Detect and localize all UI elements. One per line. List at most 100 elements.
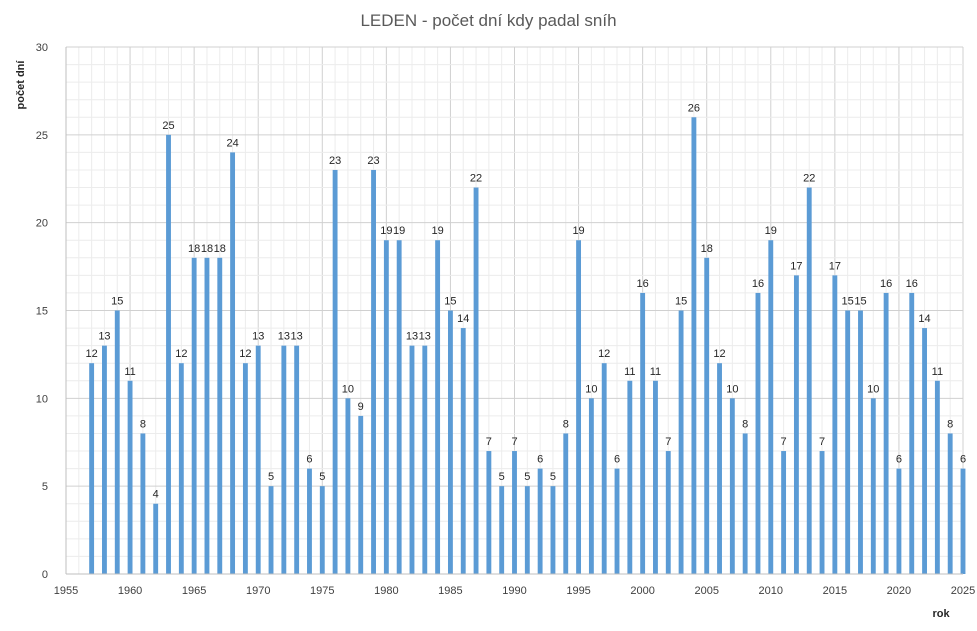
bar-2014	[819, 451, 825, 574]
bar-1959	[114, 310, 120, 574]
data-label-1968: 24	[226, 137, 238, 149]
data-label-1987: 22	[470, 173, 482, 185]
data-label-2010: 19	[765, 225, 777, 237]
x-tick-label: 2020	[887, 585, 911, 597]
data-label-1963: 25	[162, 120, 174, 132]
bar-1975	[319, 486, 325, 574]
bar-1986	[460, 328, 466, 574]
data-label-1957: 12	[86, 348, 98, 360]
bar-2024	[947, 433, 953, 574]
data-label-2013: 22	[803, 173, 815, 185]
bar-1984	[435, 240, 441, 574]
data-label-1991: 5	[524, 471, 530, 483]
bar-2009	[755, 292, 761, 574]
bar-1962	[153, 503, 159, 574]
data-label-1977: 10	[342, 383, 354, 395]
data-label-2012: 17	[790, 260, 802, 272]
data-label-1997: 12	[598, 348, 610, 360]
data-label-1995: 19	[572, 225, 584, 237]
bar-layer	[89, 117, 966, 575]
data-label-1986: 14	[457, 313, 469, 325]
bar-2020	[896, 468, 902, 574]
data-label-2006: 12	[713, 348, 725, 360]
bar-1977	[345, 398, 351, 574]
data-label-2015: 17	[829, 260, 841, 272]
x-tick-label: 1975	[310, 585, 334, 597]
bar-1963	[166, 134, 171, 575]
data-label-1994: 8	[563, 418, 569, 430]
data-label-1974: 6	[306, 454, 312, 466]
bar-1966	[204, 257, 210, 574]
bar-1980	[383, 240, 389, 574]
x-tick-label: 2010	[759, 585, 783, 597]
x-tick-label: 1985	[438, 585, 462, 597]
bar-1957	[89, 363, 95, 574]
data-label-2004: 26	[688, 102, 700, 114]
bar-1981	[396, 240, 402, 574]
x-tick-label: 2000	[630, 585, 654, 597]
bar-1992	[537, 468, 543, 574]
data-label-1966: 18	[201, 243, 213, 255]
x-tick-label: 1995	[566, 585, 590, 597]
bar-1985	[447, 310, 453, 574]
x-tick-label: 1960	[118, 585, 142, 597]
data-label-1988: 7	[486, 436, 492, 448]
bar-1976	[332, 169, 338, 574]
bar-1993	[550, 486, 556, 574]
bar-2019	[883, 292, 889, 574]
bar-2008	[742, 433, 748, 574]
data-label-1999: 11	[624, 366, 635, 378]
bar-2012	[793, 275, 799, 574]
data-label-1973: 13	[291, 331, 303, 343]
data-label-2014: 7	[819, 436, 825, 448]
bar-2010	[768, 240, 774, 574]
bar-1979	[371, 169, 376, 574]
bar-2003	[678, 310, 684, 574]
data-label-1971: 5	[268, 471, 274, 483]
bar-2017	[858, 310, 863, 574]
bar-2007	[729, 398, 735, 574]
x-tick-label: 2005	[694, 585, 718, 597]
y-tick-label: 10	[36, 393, 48, 405]
bar-1972	[281, 345, 287, 574]
data-label-1996: 10	[585, 383, 597, 395]
bar-1994	[563, 433, 569, 574]
bar-2022	[922, 328, 927, 574]
bar-1971	[268, 486, 274, 574]
bar-1987	[473, 187, 479, 575]
data-label-1998: 6	[614, 454, 620, 466]
data-label-2022: 14	[918, 313, 930, 325]
bar-2005	[704, 257, 710, 574]
y-tick-label: 15	[36, 306, 48, 318]
data-label-1989: 5	[499, 471, 505, 483]
bar-2002	[665, 451, 671, 574]
data-label-1985: 15	[444, 296, 456, 308]
bar-1970	[255, 345, 261, 574]
data-label-1982: 13	[406, 331, 418, 343]
data-label-1983: 13	[419, 331, 431, 343]
bar-2006	[717, 363, 722, 574]
bar-1974	[307, 468, 312, 574]
data-label-2017: 15	[854, 296, 866, 308]
data-label-2007: 10	[726, 383, 738, 395]
bar-1983	[422, 345, 428, 574]
bar-1989	[499, 486, 505, 574]
bar-1996	[588, 398, 594, 574]
x-tick-label: 1965	[182, 585, 206, 597]
data-label-1960: 11	[124, 366, 135, 378]
x-tick-label: 1980	[374, 585, 398, 597]
data-label-1976: 23	[329, 155, 341, 167]
data-label-1990: 7	[511, 436, 517, 448]
data-label-2001: 11	[650, 366, 661, 378]
data-label-2019: 16	[880, 278, 892, 290]
x-tick-label: 1955	[54, 585, 78, 597]
data-label-1975: 5	[319, 471, 325, 483]
x-tick-label: 2025	[951, 585, 975, 597]
data-label-1970: 13	[252, 331, 264, 343]
bar-1964	[178, 363, 184, 574]
bar-1973	[294, 345, 300, 574]
